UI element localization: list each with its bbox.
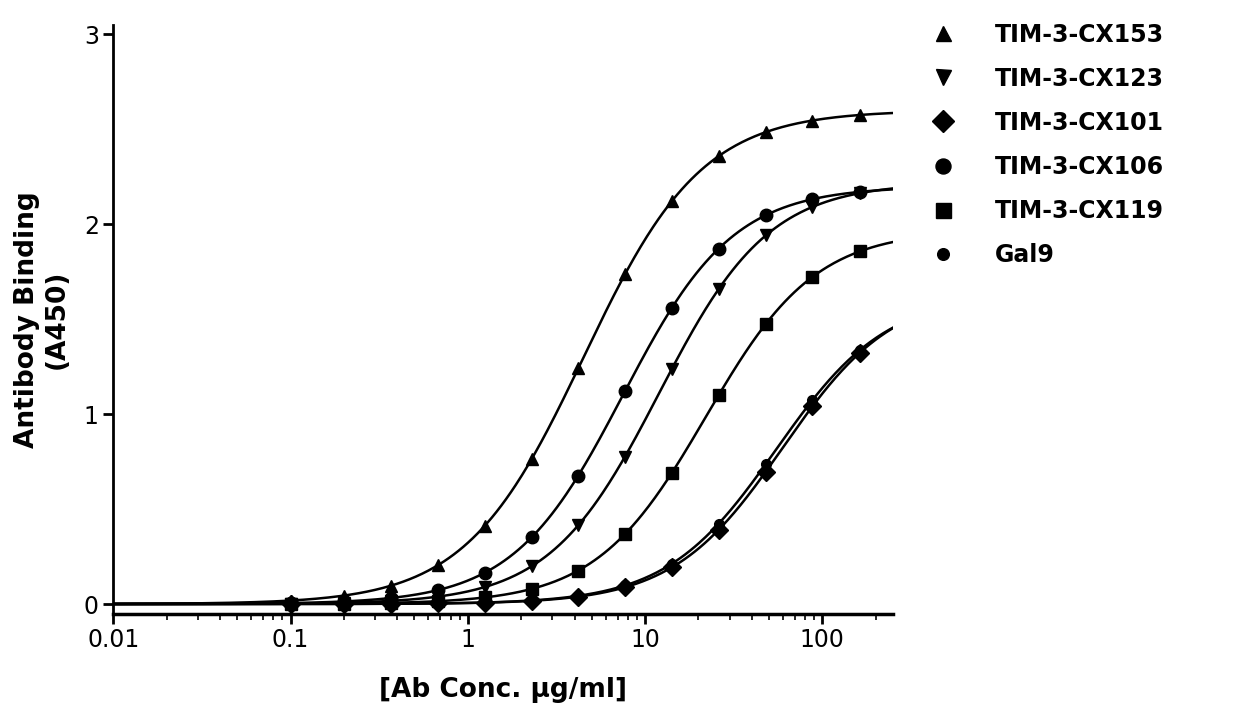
TIM-3-CX101 xyxy=(570,592,585,601)
TIM-3-CX123 xyxy=(477,583,492,592)
TIM-3-CX119 xyxy=(570,566,585,575)
TIM-3-CX153 xyxy=(759,128,774,136)
Gal9 xyxy=(384,599,399,608)
TIM-3-CX106 xyxy=(805,195,820,204)
TIM-3-CX101 xyxy=(805,402,820,411)
TIM-3-CX101 xyxy=(477,599,492,607)
Gal9 xyxy=(665,559,680,568)
TIM-3-CX123 xyxy=(525,561,539,570)
TIM-3-CX123 xyxy=(759,231,774,239)
TIM-3-CX101 xyxy=(618,583,632,592)
TIM-3-CX153 xyxy=(336,592,351,600)
TIM-3-CX119 xyxy=(712,391,727,399)
Line: TIM-3-CX106: TIM-3-CX106 xyxy=(284,186,866,609)
Gal9 xyxy=(759,460,774,468)
TIM-3-CX123 xyxy=(384,597,399,605)
TIM-3-CX101 xyxy=(759,467,774,476)
Line: Gal9: Gal9 xyxy=(285,345,864,609)
TIM-3-CX106 xyxy=(430,586,445,594)
TIM-3-CX119 xyxy=(852,247,867,256)
TIM-3-CX153 xyxy=(525,455,539,463)
TIM-3-CX153 xyxy=(805,116,820,125)
TIM-3-CX153 xyxy=(477,521,492,530)
TIM-3-CX101 xyxy=(712,526,727,534)
Gal9 xyxy=(805,396,820,404)
Gal9 xyxy=(712,519,727,528)
TIM-3-CX123 xyxy=(852,189,867,197)
Line: TIM-3-CX101: TIM-3-CX101 xyxy=(284,346,866,610)
TIM-3-CX123 xyxy=(570,521,585,530)
TIM-3-CX123 xyxy=(430,592,445,601)
TIM-3-CX101 xyxy=(336,599,351,608)
Gal9 xyxy=(336,599,351,608)
Gal9 xyxy=(283,599,298,608)
TIM-3-CX123 xyxy=(336,599,351,607)
TIM-3-CX119 xyxy=(430,597,445,605)
Gal9 xyxy=(618,581,632,590)
TIM-3-CX106 xyxy=(712,244,727,253)
TIM-3-CX119 xyxy=(336,599,351,608)
TIM-3-CX153 xyxy=(618,270,632,279)
Line: TIM-3-CX119: TIM-3-CX119 xyxy=(284,245,866,610)
Gal9 xyxy=(477,598,492,607)
TIM-3-CX119 xyxy=(525,584,539,593)
Gal9 xyxy=(852,346,867,354)
Gal9 xyxy=(525,596,539,604)
Legend: TIM-3-CX153, TIM-3-CX123, TIM-3-CX101, TIM-3-CX106, TIM-3-CX119, Gal9: TIM-3-CX153, TIM-3-CX123, TIM-3-CX101, T… xyxy=(900,13,1173,276)
TIM-3-CX106 xyxy=(852,188,867,196)
TIM-3-CX153 xyxy=(712,152,727,161)
TIM-3-CX119 xyxy=(805,272,820,281)
Gal9 xyxy=(430,599,445,608)
TIM-3-CX119 xyxy=(283,599,298,608)
Gal9 xyxy=(570,592,585,600)
TIM-3-CX123 xyxy=(618,452,632,461)
TIM-3-CX101 xyxy=(665,563,680,571)
TIM-3-CX101 xyxy=(430,599,445,608)
TIM-3-CX106 xyxy=(525,533,539,541)
TIM-3-CX153 xyxy=(665,196,680,205)
X-axis label: [Ab Conc. μg/ml]: [Ab Conc. μg/ml] xyxy=(379,677,627,703)
TIM-3-CX106 xyxy=(570,471,585,480)
TIM-3-CX119 xyxy=(384,599,399,607)
Line: TIM-3-CX153: TIM-3-CX153 xyxy=(284,109,866,607)
TIM-3-CX119 xyxy=(759,320,774,328)
TIM-3-CX106 xyxy=(665,303,680,312)
TIM-3-CX153 xyxy=(384,581,399,590)
TIM-3-CX119 xyxy=(477,593,492,602)
TIM-3-CX119 xyxy=(665,468,680,477)
TIM-3-CX106 xyxy=(336,597,351,606)
TIM-3-CX106 xyxy=(384,594,399,602)
TIM-3-CX101 xyxy=(283,599,298,608)
TIM-3-CX153 xyxy=(430,561,445,569)
TIM-3-CX101 xyxy=(525,597,539,605)
TIM-3-CX123 xyxy=(712,285,727,293)
Line: TIM-3-CX123: TIM-3-CX123 xyxy=(284,187,866,609)
TIM-3-CX153 xyxy=(283,597,298,605)
TIM-3-CX106 xyxy=(477,569,492,577)
Y-axis label: Antibody Binding
(A450): Antibody Binding (A450) xyxy=(14,191,69,447)
TIM-3-CX106 xyxy=(283,599,298,607)
TIM-3-CX123 xyxy=(805,203,820,212)
TIM-3-CX106 xyxy=(759,211,774,219)
TIM-3-CX123 xyxy=(665,364,680,373)
TIM-3-CX101 xyxy=(384,599,399,608)
TIM-3-CX153 xyxy=(570,364,585,373)
TIM-3-CX119 xyxy=(618,530,632,538)
TIM-3-CX101 xyxy=(852,348,867,357)
TIM-3-CX106 xyxy=(618,387,632,396)
TIM-3-CX123 xyxy=(283,599,298,608)
TIM-3-CX153 xyxy=(852,110,867,119)
